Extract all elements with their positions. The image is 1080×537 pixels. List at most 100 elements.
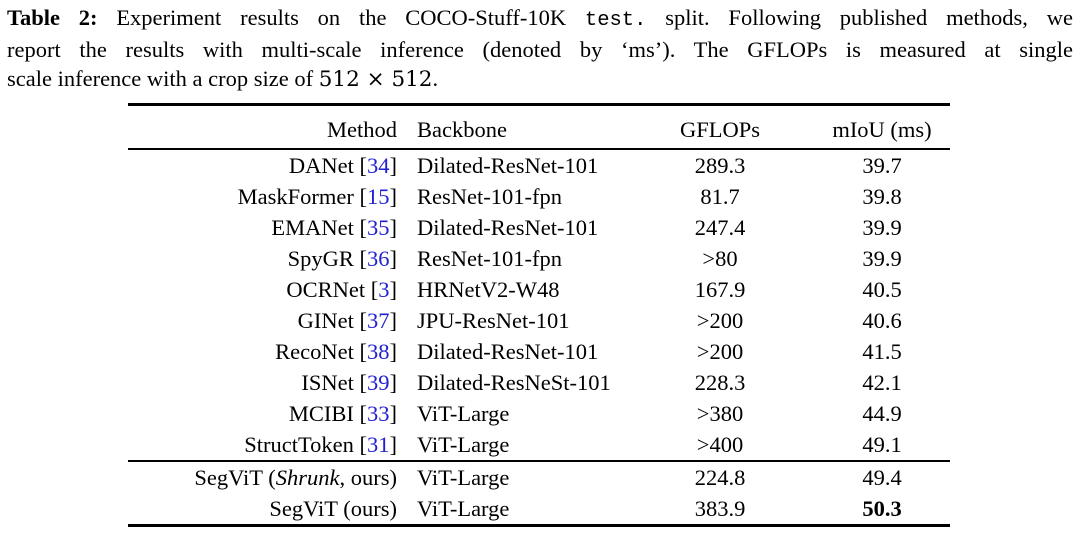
method-cell: SegViT (Shrunk, ours) — [128, 465, 417, 491]
citation-link[interactable]: 15 — [367, 183, 390, 209]
backbone-cell: JPU-ResNet-101 — [417, 307, 570, 333]
caption-text: report the results with multi-scale infe… — [7, 37, 1073, 62]
citation-link[interactable]: 36 — [367, 245, 390, 271]
table-row: EMANet [35] Dilated-ResNet-101 247.4 39.… — [128, 212, 950, 243]
method-cell: MCIBI [33] — [128, 401, 417, 427]
citation-link[interactable]: 39 — [367, 369, 390, 395]
gflops-cell: 289.3 — [694, 152, 746, 178]
method-cell: DANet [34] — [128, 153, 417, 179]
miou-cell: 40.6 — [862, 307, 902, 333]
citation-link[interactable]: 35 — [367, 214, 390, 240]
gflops-cell: >380 — [696, 400, 744, 426]
gflops-cell: 167.9 — [694, 276, 746, 302]
table-header-row: Method Backbone GFLOPs mIoU (ms) — [128, 106, 950, 148]
table-caption: Table 2: Experiment results on the COCO-… — [7, 3, 1073, 94]
backbone-cell: ResNet-101-fpn — [417, 183, 562, 209]
backbone-cell: ViT-Large — [417, 464, 510, 490]
table-row: MaskFormer [15] ResNet-101-fpn 81.7 39.8 — [128, 181, 950, 212]
citation-bracket: ] — [389, 400, 398, 426]
citation-bracket: ] — [389, 214, 398, 240]
citation-bracket: [ — [359, 183, 368, 209]
table-row: StructToken [31] ViT-Large >400 49.1 — [128, 429, 950, 460]
miou-cell: 39.8 — [862, 183, 902, 209]
citation-bracket: [ — [359, 245, 368, 271]
method-name: SegViT ( — [194, 464, 276, 490]
caption-line-2: report the results with multi-scale infe… — [7, 35, 1073, 64]
caption-text: split. Following published methods, we — [665, 5, 1073, 30]
caption-label: Table 2: — [7, 5, 98, 30]
table-header-rule — [128, 148, 950, 150]
citation-bracket: [ — [359, 307, 368, 333]
method-name: MaskFormer — [237, 183, 354, 209]
citation-link[interactable]: 3 — [378, 276, 390, 302]
gflops-cell: 81.7 — [700, 183, 740, 209]
miou-cell: 42.1 — [862, 369, 902, 395]
table-bottom-rule — [128, 524, 950, 527]
table-top-rule — [128, 103, 950, 106]
miou-cell: 39.7 — [862, 152, 902, 178]
citation-link[interactable]: 38 — [367, 338, 390, 364]
method-name: ISNet — [301, 369, 354, 395]
citation-bracket: [ — [359, 431, 368, 457]
miou-cell: 39.9 — [862, 245, 902, 271]
gflops-cell: 247.4 — [694, 214, 746, 240]
method-name: , ours) — [339, 464, 398, 490]
caption-text: scale inference with a crop size of — [7, 66, 314, 91]
citation-bracket: ] — [389, 152, 398, 178]
caption-code-text: test. — [584, 9, 647, 32]
method-name: GINet — [297, 307, 354, 333]
method-cell: RecoNet [38] — [128, 339, 417, 365]
citation-bracket: ] — [389, 276, 398, 302]
citation-link[interactable]: 34 — [367, 152, 390, 178]
citation-bracket: ] — [389, 307, 398, 333]
backbone-cell: ViT-Large — [417, 495, 510, 521]
method-cell: SegViT (ours) — [128, 496, 417, 522]
miou-cell: 39.9 — [862, 214, 902, 240]
citation-link[interactable]: 33 — [367, 400, 390, 426]
method-cell: SpyGR [36] — [128, 246, 417, 272]
citation-link[interactable]: 37 — [367, 307, 390, 333]
gflops-cell: >200 — [696, 338, 744, 364]
citation-bracket: ] — [389, 183, 398, 209]
table-row-ours: SegViT (Shrunk, ours) ViT-Large 224.8 49… — [128, 462, 950, 493]
gflops-cell: >200 — [696, 307, 744, 333]
method-name: SpyGR — [287, 245, 354, 271]
citation-bracket: ] — [389, 431, 398, 457]
miou-cell: 49.1 — [862, 431, 902, 457]
citation-bracket: [ — [359, 338, 368, 364]
method-name: StructToken — [244, 431, 354, 457]
results-table: Method Backbone GFLOPs mIoU (ms) DANet [… — [128, 103, 950, 527]
gflops-cell: 224.8 — [694, 464, 746, 490]
method-name: EMANet — [271, 214, 354, 240]
citation-link[interactable]: 31 — [367, 431, 390, 457]
table-row: MCIBI [33] ViT-Large >380 44.9 — [128, 398, 950, 429]
table-row: ISNet [39] Dilated-ResNeSt-101 228.3 42.… — [128, 367, 950, 398]
gflops-cell: >400 — [696, 431, 744, 457]
citation-bracket: ] — [389, 245, 398, 271]
backbone-cell: HRNetV2-W48 — [417, 276, 560, 302]
backbone-cell: ResNet-101-fpn — [417, 245, 562, 271]
method-cell: EMANet [35] — [128, 215, 417, 241]
col-header-backbone: Backbone — [417, 117, 507, 142]
backbone-cell: ViT-Large — [417, 400, 510, 426]
miou-cell-best: 50.3 — [862, 495, 902, 521]
citation-bracket: [ — [359, 152, 368, 178]
method-cell: MaskFormer [15] — [128, 184, 417, 210]
backbone-cell: Dilated-ResNet-101 — [417, 152, 599, 178]
table-row: GINet [37] JPU-ResNet-101 >200 40.6 — [128, 305, 950, 336]
caption-math-text: 512 × 512 — [318, 67, 433, 92]
table-mid-rule — [128, 460, 950, 462]
col-header-miou: mIoU (ms) — [832, 117, 932, 142]
caption-text: Experiment results on the COCO-Stuff-10K — [116, 5, 567, 30]
table-row-ours: SegViT (ours) ViT-Large 383.9 50.3 — [128, 493, 950, 524]
method-name: RecoNet — [275, 338, 354, 364]
citation-bracket: ] — [389, 369, 398, 395]
gflops-cell: 228.3 — [694, 369, 746, 395]
citation-bracket: [ — [359, 214, 368, 240]
citation-bracket: ] — [389, 338, 398, 364]
backbone-cell: Dilated-ResNeSt-101 — [417, 369, 611, 395]
caption-text: . — [432, 66, 439, 91]
caption-line-1: Table 2: Experiment results on the COCO-… — [7, 3, 1073, 35]
col-header-gflops: GFLOPs — [679, 117, 761, 142]
